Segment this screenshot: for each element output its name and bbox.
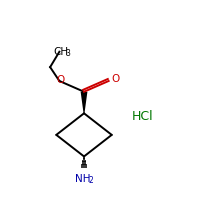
Text: HCl: HCl (132, 110, 153, 123)
Polygon shape (81, 92, 87, 113)
Text: NH: NH (76, 174, 91, 184)
Text: 2: 2 (89, 176, 93, 185)
Text: O: O (112, 74, 120, 84)
Text: O: O (56, 75, 64, 85)
Text: 3: 3 (65, 49, 70, 58)
Text: CH: CH (53, 47, 68, 57)
